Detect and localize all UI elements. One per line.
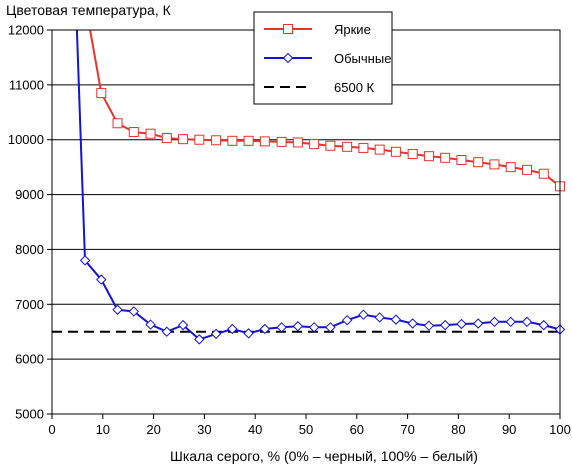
x-tick-label: 70 <box>400 422 414 437</box>
data-point <box>473 318 484 329</box>
data-point <box>292 321 304 332</box>
x-tick-label: 80 <box>451 422 465 437</box>
data-point <box>407 148 418 159</box>
data-point <box>112 304 123 315</box>
data-point <box>276 322 287 333</box>
y-tick-label: 5000 <box>15 407 44 422</box>
data-point <box>390 146 401 157</box>
x-tick-label: 10 <box>96 422 110 437</box>
x-tick-label: 40 <box>248 422 262 437</box>
data-point <box>342 141 353 152</box>
series-group <box>52 29 566 345</box>
data-point <box>407 318 418 329</box>
tick-labels: 5000 6000 7000 8000 9000 10000 11000 12000 0 10 20… <box>8 23 571 438</box>
data-point <box>423 320 435 331</box>
data-point <box>211 135 222 146</box>
data-point <box>145 319 156 330</box>
y-tick-label: 8000 <box>15 242 44 257</box>
data-point <box>440 152 451 163</box>
x-tick-label: 100 <box>549 422 571 437</box>
y-axis-label: Цветовая температура, К <box>6 2 172 18</box>
y-tick-label: 12000 <box>8 23 44 38</box>
data-point <box>374 144 385 155</box>
data-point <box>276 136 287 147</box>
x-tick-label: 0 <box>48 422 55 437</box>
data-point <box>161 133 172 144</box>
data-point <box>79 255 91 266</box>
data-point <box>325 322 336 333</box>
data-point <box>128 127 139 138</box>
data-point <box>439 319 451 331</box>
data-point <box>243 328 254 339</box>
tick-marks <box>47 29 561 419</box>
x-tick-label: 50 <box>299 422 313 437</box>
data-point <box>292 137 303 148</box>
data-point <box>358 309 369 320</box>
data-point <box>194 334 205 345</box>
data-point <box>161 326 173 337</box>
legend-marker <box>283 24 293 34</box>
y-tick-label: 11000 <box>9 77 44 92</box>
data-point <box>341 314 353 326</box>
data-point <box>112 118 123 129</box>
legend-entry-0: Яркие <box>264 22 371 37</box>
data-point <box>521 316 533 328</box>
y-tick-label: 7000 <box>15 297 44 312</box>
y-tick-label: 10000 <box>8 132 44 147</box>
data-point <box>128 306 139 317</box>
data-point <box>145 128 156 139</box>
legend-marker <box>282 52 294 64</box>
legend-entry-1: Обычные <box>264 51 391 66</box>
x-tick-label: 30 <box>197 422 211 437</box>
data-point <box>96 274 107 285</box>
data-point <box>538 168 549 179</box>
data-point <box>390 314 402 325</box>
data-point <box>456 318 467 330</box>
data-point <box>178 134 189 145</box>
series-1 <box>75 29 566 345</box>
legend-entry-2: 6500 К <box>264 80 375 95</box>
data-point <box>259 323 271 335</box>
data-point <box>227 135 238 146</box>
y-tick-label: 9000 <box>15 187 44 202</box>
data-point <box>505 162 516 173</box>
data-point <box>456 155 467 166</box>
data-point <box>538 319 549 331</box>
data-point <box>521 164 532 175</box>
x-tick-label: 20 <box>146 422 160 437</box>
data-point <box>325 140 336 151</box>
series-0 <box>89 29 565 192</box>
legend-label: Яркие <box>334 22 371 37</box>
data-point <box>243 135 254 146</box>
data-point <box>259 136 270 147</box>
data-point <box>489 159 500 170</box>
legend-label: 6500 К <box>334 80 375 95</box>
legend: Яркие Обычные 6500 К <box>253 11 393 105</box>
data-point <box>96 88 107 99</box>
legend-label: Обычные <box>334 51 391 66</box>
y-tick-label: 6000 <box>15 352 44 367</box>
data-point <box>194 134 205 145</box>
data-point <box>227 323 238 335</box>
data-point <box>505 316 516 328</box>
data-point <box>374 312 385 323</box>
data-point <box>210 328 222 340</box>
data-point <box>489 316 500 328</box>
x-tick-label: 60 <box>350 422 364 437</box>
data-point <box>309 139 320 150</box>
data-point <box>177 319 189 331</box>
x-tick-label: 90 <box>502 422 516 437</box>
data-point <box>473 157 484 168</box>
data-point <box>308 322 320 333</box>
data-point <box>358 142 369 153</box>
data-point <box>423 151 434 162</box>
x-axis-label: Шкала серого, % (0% – черный, 100% – бел… <box>170 448 478 464</box>
